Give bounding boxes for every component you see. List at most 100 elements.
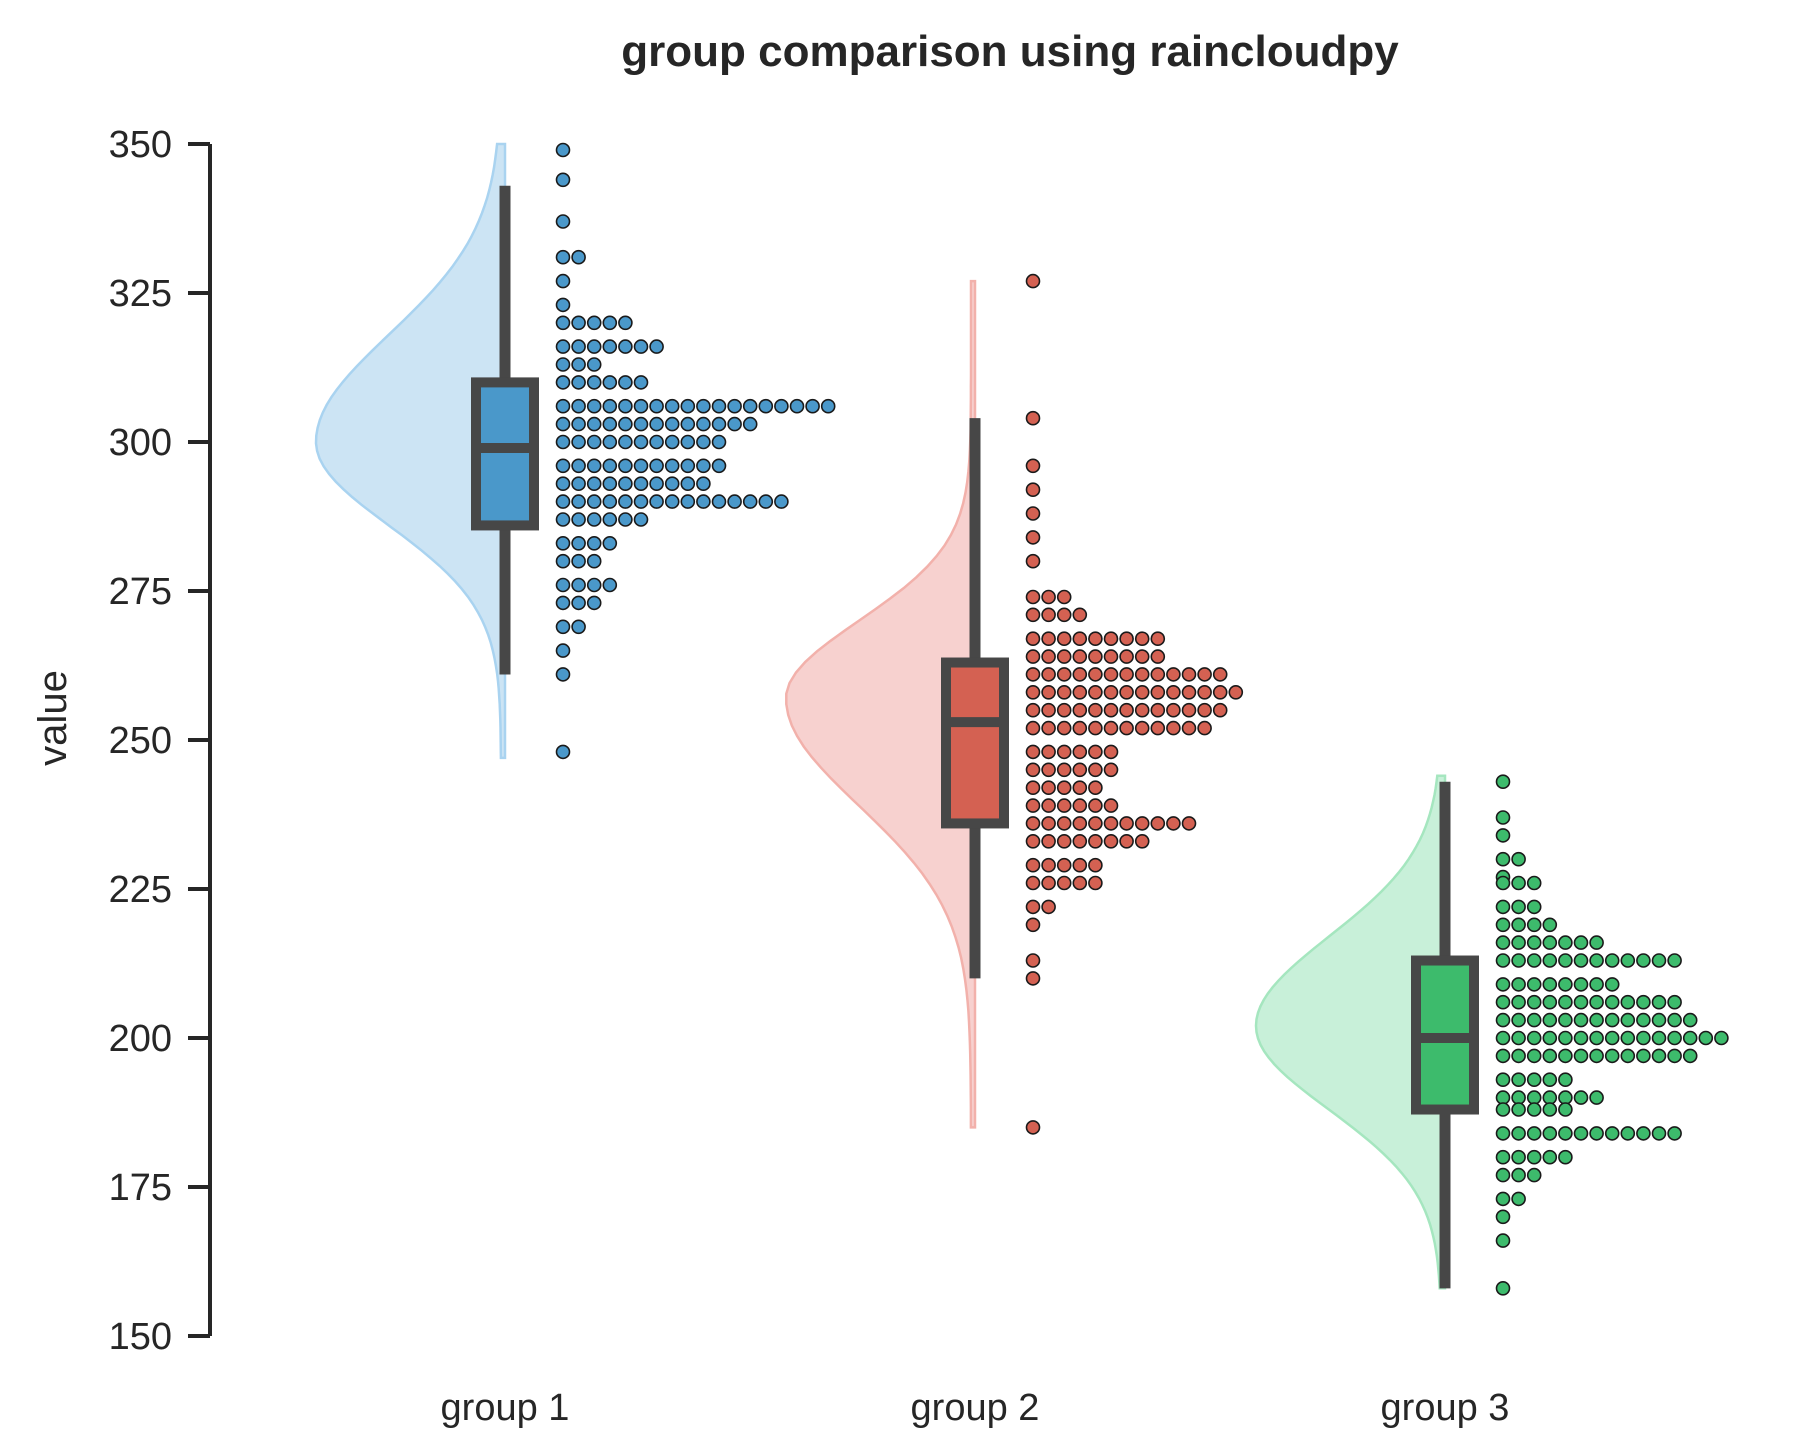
data-point (1119, 702, 1134, 718)
data-point (1620, 994, 1636, 1010)
data-point (1166, 702, 1181, 718)
data-point (1667, 994, 1682, 1010)
data-point (633, 494, 649, 509)
data-point (1495, 917, 1511, 933)
data-point (1025, 553, 1041, 569)
data-point (1150, 649, 1166, 664)
data-point (774, 398, 789, 414)
data-point (1636, 1126, 1651, 1141)
data-point (1056, 857, 1072, 873)
data-point (1088, 649, 1103, 664)
data-point (1150, 684, 1166, 700)
data-point (1150, 720, 1166, 736)
data-point (1526, 935, 1542, 950)
data-point (1088, 684, 1103, 700)
data-point (1495, 851, 1511, 867)
data-point (1604, 1030, 1620, 1046)
data-point (1573, 1030, 1589, 1046)
data-point (1682, 1048, 1698, 1064)
data-point (1119, 720, 1134, 736)
data-point (1573, 935, 1589, 950)
y-axis-label: value (31, 670, 75, 766)
data-point (571, 577, 586, 593)
data-point (1056, 667, 1072, 682)
data-point (1542, 1149, 1558, 1165)
data-point (1056, 702, 1072, 718)
data-point (1134, 631, 1150, 647)
data-point (1212, 667, 1228, 682)
data-point (1025, 649, 1041, 664)
y-tick-label: 350 (109, 124, 172, 166)
data-point (1573, 1048, 1589, 1064)
data-point (1495, 810, 1511, 825)
data-point (633, 434, 649, 450)
data-point (1025, 971, 1041, 986)
data-point (1119, 667, 1134, 682)
data-point (586, 494, 602, 509)
data-point (555, 553, 571, 569)
data-point (1495, 1126, 1511, 1141)
data-point (571, 398, 586, 414)
data-point (1558, 1126, 1573, 1141)
data-point (1150, 667, 1166, 682)
x-tick-label: group 2 (911, 1387, 1040, 1429)
data-point (1573, 1090, 1589, 1105)
data-point (1181, 720, 1197, 736)
data-point (1667, 1012, 1682, 1028)
data-point (1041, 720, 1056, 736)
data-point (649, 416, 664, 432)
data-point (618, 315, 633, 331)
data-point (1025, 875, 1041, 891)
data-point (571, 595, 586, 611)
data-point (555, 512, 571, 527)
box-2 (941, 657, 1009, 829)
data-point (1041, 744, 1056, 760)
violins-layer (314, 142, 1447, 1290)
data-point (1542, 917, 1558, 933)
data-point (1511, 875, 1526, 891)
data-point (602, 512, 618, 527)
data-point (1542, 977, 1558, 992)
data-point (742, 494, 758, 509)
data-point (1495, 1281, 1511, 1296)
data-point (1526, 1030, 1542, 1046)
data-point (1150, 816, 1166, 831)
data-point (1088, 762, 1103, 778)
data-point (1041, 857, 1056, 873)
data-point (1511, 953, 1526, 968)
data-point (602, 494, 618, 509)
data-point (1667, 1048, 1682, 1064)
data-point (742, 398, 758, 414)
data-point (1103, 744, 1119, 760)
data-point (696, 476, 711, 492)
data-point (1495, 1167, 1511, 1183)
data-point (727, 494, 742, 509)
data-point (664, 416, 680, 432)
data-point (555, 398, 571, 414)
data-point (1495, 774, 1511, 790)
data-point (586, 434, 602, 450)
data-point (1589, 1048, 1604, 1064)
data-point (1025, 1120, 1041, 1135)
data-point (1025, 798, 1041, 813)
data-point (1166, 684, 1181, 700)
data-point (571, 458, 586, 474)
data-point (1651, 1126, 1667, 1141)
data-point (1056, 589, 1072, 605)
data-point (1041, 684, 1056, 700)
data-point (696, 434, 711, 450)
data-point (602, 458, 618, 474)
data-point (1025, 482, 1041, 498)
data-point (1495, 953, 1511, 968)
data-point (711, 416, 727, 432)
data-point (1651, 953, 1667, 968)
data-point (1526, 953, 1542, 968)
data-point (1072, 875, 1088, 891)
data-point (586, 553, 602, 569)
data-point (1542, 1048, 1558, 1064)
data-point (1025, 530, 1041, 545)
data-point (664, 398, 680, 414)
data-point (586, 577, 602, 593)
data-point (555, 249, 571, 265)
data-point (1025, 589, 1041, 605)
